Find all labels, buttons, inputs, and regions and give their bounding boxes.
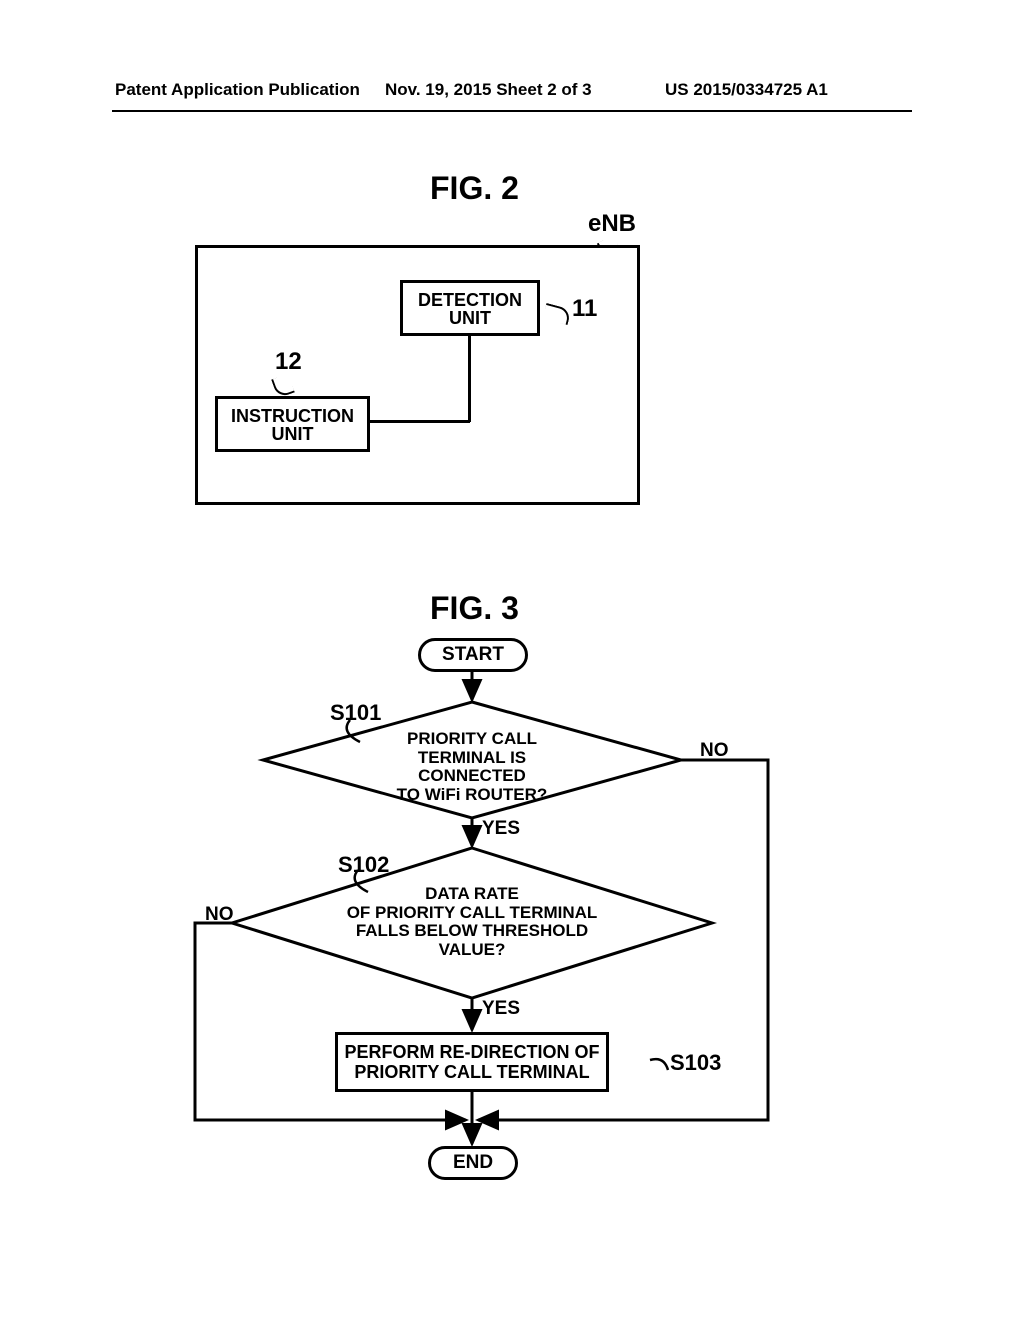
header-right: US 2015/0334725 A1 — [665, 80, 828, 100]
header-left: Patent Application Publication — [115, 80, 360, 100]
instruction-line1: INSTRUCTION — [231, 406, 354, 426]
header-center: Nov. 19, 2015 Sheet 2 of 3 — [385, 80, 592, 100]
ref-11: 11 — [572, 295, 597, 323]
end-text: END — [453, 1152, 493, 1173]
s102-l2: OF PRIORITY CALL TERMINAL — [347, 903, 598, 922]
instruction-line2: UNIT — [272, 424, 314, 444]
leader-11 — [544, 296, 570, 314]
fig3-title: FIG. 3 — [430, 590, 519, 627]
s101-l1: PRIORITY CALL — [407, 729, 537, 748]
ref-12: 12 — [275, 348, 302, 376]
s102-l1: DATA RATE — [425, 884, 519, 903]
s102-text: DATA RATE OF PRIORITY CALL TERMINAL FALL… — [342, 885, 602, 960]
detection-unit-box: DETECTION UNIT — [400, 280, 540, 336]
start-text: START — [442, 644, 504, 665]
detection-line2: UNIT — [449, 308, 491, 328]
s103-box: PERFORM RE-DIRECTION OF PRIORITY CALL TE… — [335, 1032, 609, 1092]
s101-ref: S101 — [330, 700, 381, 726]
s103-ref: S103 — [670, 1050, 721, 1076]
s101-text: PRIORITY CALL TERMINAL IS CONNECTED TO W… — [362, 730, 582, 805]
s102-ref: S102 — [338, 852, 389, 878]
header-rule — [112, 110, 912, 112]
s102-no: NO — [205, 904, 234, 926]
s102-l4: VALUE? — [439, 940, 506, 959]
start-node: START — [418, 638, 528, 672]
s103-l1: PERFORM RE-DIRECTION OF — [345, 1042, 600, 1062]
s101-yes: YES — [482, 818, 520, 840]
fig2-connector-v — [468, 336, 471, 422]
detection-line1: DETECTION — [418, 290, 522, 310]
instruction-unit-box: INSTRUCTION UNIT — [215, 396, 370, 452]
s102-l3: FALLS BELOW THRESHOLD — [356, 921, 588, 940]
fig2-connector-h — [370, 420, 470, 423]
fig2-title: FIG. 2 — [430, 170, 519, 207]
s103-l2: PRIORITY CALL TERMINAL — [354, 1062, 589, 1082]
s101-l2: TERMINAL IS CONNECTED — [418, 748, 526, 786]
s101-no: NO — [700, 740, 729, 762]
s102-yes: YES — [482, 998, 520, 1020]
s101-l3: TO WiFi ROUTER? — [397, 785, 548, 804]
end-node: END — [428, 1146, 518, 1180]
